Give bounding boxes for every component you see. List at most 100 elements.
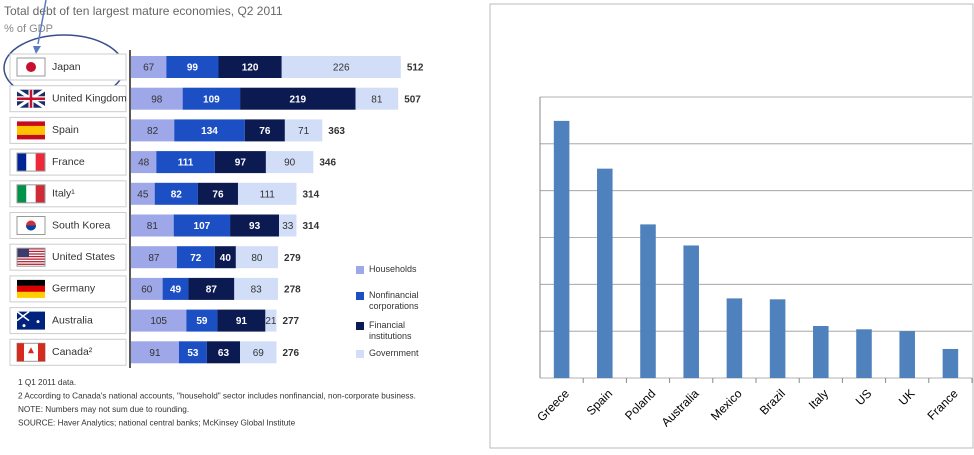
segment-label: 81 [371,94,383,105]
bar-segment [214,151,266,174]
left-title: Total debt of ten largest mature economi… [4,4,283,18]
total-label: 507 [404,94,421,105]
category-label: Germany [52,283,96,295]
legend-item: Nonfinancial corporations [369,290,419,311]
total-label: 314 [302,189,319,200]
bar-segment [131,56,167,78]
flag [26,62,36,72]
segment-label: 134 [201,126,218,137]
flag [17,263,45,265]
segment-label: 107 [194,221,211,232]
segment-label: 33 [282,221,294,232]
footnote: 1 Q1 2011 data. [18,378,76,387]
category-label: United Kingdom [52,92,127,104]
bar-segment [131,119,175,142]
segment-label: 87 [206,285,218,296]
segment-label: 72 [190,253,202,264]
flag [17,250,45,253]
bar-segment [156,151,215,174]
bar-segment [197,182,238,205]
flag [17,125,45,135]
flag [16,247,46,267]
legend-label: Nonfinancial corporations [369,290,419,311]
x-tick-label: France [924,386,961,423]
category-label: France [52,156,85,168]
flag [17,248,29,258]
x-tick-label: Greece [534,386,572,424]
flag [22,324,26,328]
flag [17,285,45,292]
bar-segment [186,309,218,332]
flag [17,184,27,203]
flag [35,153,45,172]
flag [35,184,45,203]
footnote: SOURCE: Haver Analytics; national centra… [18,419,296,428]
bar-segment [265,151,314,174]
segment-label: 91 [149,348,161,359]
bar [726,298,743,378]
segment-label: 99 [187,63,199,74]
x-tick-label: Mexico [708,386,745,423]
flag [17,255,45,258]
x-tick-label: Poland [622,386,658,422]
bar-segment [131,246,177,269]
category-label: South Korea [52,219,111,231]
total-label: 346 [319,158,336,169]
bar-segment [235,246,279,269]
bar-segment [182,87,241,110]
legend-label: Financial institutions [369,320,412,341]
segment-label: 53 [187,348,199,359]
bar-segment [162,277,189,300]
bar-segment [240,341,277,364]
flag [17,343,24,362]
category-label: Australia [52,314,93,326]
flag [16,152,46,172]
segment-label: 93 [249,221,261,232]
flag [17,248,45,250]
segment-label: 82 [171,189,183,200]
bar-segment [131,151,157,174]
bar-segment [234,277,279,300]
legend-swatch [356,266,364,274]
total-label: 278 [284,285,301,296]
bar-segment [355,87,399,110]
x-tick-label: Australia [659,386,702,429]
segment-label: 97 [235,158,247,169]
segment-label: 71 [298,126,310,137]
segment-label: 109 [203,94,220,105]
legend-label: Government [369,348,419,358]
total-label: 363 [328,126,345,137]
flag [17,89,45,108]
flag [38,343,45,362]
segment-label: 111 [178,158,194,169]
bar-segment [265,309,277,332]
category-label: Spain [52,124,79,136]
bar-segment [217,309,266,332]
flag [28,347,34,354]
segment-label: 59 [196,316,208,327]
segment-label: 111 [260,189,276,200]
bar-segment [154,182,198,205]
segment-label: 83 [251,285,263,296]
segment-label: 40 [220,253,232,264]
category-label: Japan [52,61,81,73]
bar-segment [279,214,297,237]
bar [813,326,829,378]
segment-label: 81 [147,221,159,232]
x-tick-label: Brazil [757,386,788,417]
bar-segment [131,87,183,110]
flag [17,291,45,298]
flag [26,153,36,172]
segment-label: 45 [137,189,149,200]
bar-segment [131,341,179,364]
segment-label: 87 [148,253,160,264]
segment-label: 76 [259,126,271,137]
bar-segment [131,277,163,300]
segment-label: 82 [147,126,159,137]
bar [856,329,872,378]
flag [26,184,36,203]
segment-label: 67 [143,63,155,74]
bar-segment [281,56,401,78]
total-label: 276 [282,348,299,359]
